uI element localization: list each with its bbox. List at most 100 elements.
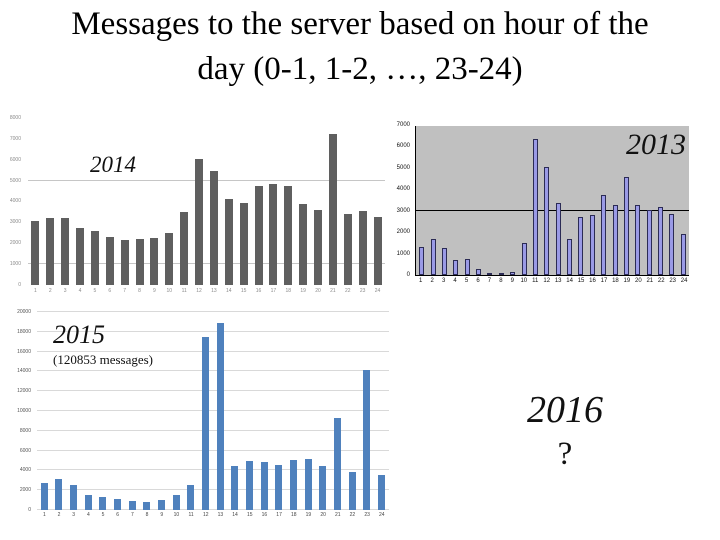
x-tick-label: 18 xyxy=(290,512,297,518)
x-tick-label: 8 xyxy=(499,278,503,284)
x-tick-label: 10 xyxy=(166,288,173,294)
bar xyxy=(224,199,233,285)
bar xyxy=(84,495,92,510)
bar xyxy=(612,205,618,275)
x-tick-label: 21 xyxy=(330,288,336,294)
x-tick-label: 19 xyxy=(300,288,306,294)
bar xyxy=(254,186,263,285)
x-tick-label: 3 xyxy=(441,278,446,284)
bar xyxy=(669,214,675,275)
x-tick-label: 7 xyxy=(123,288,127,294)
x-tick-label: 20 xyxy=(315,288,321,294)
bar xyxy=(578,217,584,275)
bar xyxy=(532,139,538,275)
x-tick-label: 19 xyxy=(305,512,312,518)
x-tick-label: 13 xyxy=(554,278,562,284)
x-tick-label: 11 xyxy=(181,288,187,294)
x-tick-label: 10 xyxy=(173,512,180,518)
bar xyxy=(76,228,85,285)
y-tick-label: 20000 xyxy=(17,309,31,315)
x-tick-label: 5 xyxy=(101,512,105,518)
bar xyxy=(209,171,218,285)
chart-2015-x-axis-labels: 1 2 3 4 5 6 7 8 9 10 11 12 13 14 15 16 17 18 19 20 21 22 23 24 xyxy=(37,512,389,518)
x-tick-label: 2 xyxy=(430,278,434,284)
y-tick-label: 6000 xyxy=(19,448,31,454)
x-tick-label: 17 xyxy=(600,278,608,284)
x-tick-label: 6 xyxy=(108,288,112,294)
x-tick-label: 12 xyxy=(543,278,551,284)
bar xyxy=(135,239,144,285)
x-tick-label: 12 xyxy=(202,512,209,518)
x-tick-label: 4 xyxy=(453,278,457,284)
y-tick-label: 4000 xyxy=(9,198,21,204)
x-tick-label: 17 xyxy=(276,512,282,518)
chart-2015-title: 2015 xyxy=(53,320,105,349)
x-tick-label: 1 xyxy=(34,288,37,294)
x-tick-label: 13 xyxy=(217,512,224,518)
gridline xyxy=(37,509,389,510)
y-tick-label: 10000 xyxy=(17,408,31,414)
chart-2015: 0 2000 4000 6000 8000 10000 12000 14000 16000 180… xyxy=(10,302,392,524)
gridline xyxy=(28,180,385,181)
bar xyxy=(55,479,63,510)
chart-2015-subtitle: (120853 messages) xyxy=(53,352,154,367)
x-tick-label: 1 xyxy=(42,512,46,518)
bar xyxy=(635,205,641,275)
y-tick-label: 6000 xyxy=(396,143,410,149)
bar xyxy=(70,485,78,510)
bar xyxy=(377,475,385,510)
chart-2014-y-axis-labels: 0 1000 2000 3000 4000 5000 6000 7000 8000 xyxy=(0,115,24,288)
bar xyxy=(453,260,459,275)
chart-2013-x-axis-labels: 1 2 3 4 5 6 7 8 9 10 11 12 13 14 15 16 17 18 19 20 21 22 23 24 xyxy=(415,278,690,284)
bar xyxy=(120,240,129,285)
bar xyxy=(623,177,629,275)
gridline xyxy=(37,450,389,451)
bar xyxy=(260,462,268,510)
reference-line xyxy=(416,210,689,211)
x-tick-label: 19 xyxy=(623,278,631,284)
page-title-line1: Messages to the server based on hour of … xyxy=(71,6,649,42)
bar xyxy=(239,203,248,285)
chart-2014-plot-area xyxy=(28,118,385,285)
y-tick-label: 2000 xyxy=(396,229,410,235)
x-tick-label: 24 xyxy=(374,288,381,294)
x-tick-label: 5 xyxy=(93,288,97,294)
x-tick-label: 2 xyxy=(57,512,61,518)
bar xyxy=(105,237,114,285)
x-tick-label: 16 xyxy=(261,512,268,518)
x-tick-label: 9 xyxy=(153,288,156,294)
x-tick-label: 7 xyxy=(130,512,134,518)
bar xyxy=(114,499,122,510)
x-tick-label: 21 xyxy=(646,278,654,284)
bar xyxy=(99,497,107,510)
bar xyxy=(180,212,189,285)
bar xyxy=(646,210,652,275)
x-tick-label: 15 xyxy=(577,278,585,284)
y-tick-label: 6000 xyxy=(9,157,21,163)
bar xyxy=(46,218,55,285)
y-tick-label: 16000 xyxy=(17,349,31,355)
gridline xyxy=(37,430,389,431)
future-question-mark: ? xyxy=(557,435,573,472)
bar xyxy=(299,204,308,285)
x-tick-label: 24 xyxy=(680,278,688,284)
chart-2013-title: 2013 xyxy=(626,128,686,161)
x-tick-label: 15 xyxy=(246,512,253,518)
page-title-line2: day (0-1, 1-2, …, 23-24) xyxy=(197,50,523,87)
gridline xyxy=(37,469,389,470)
bar xyxy=(363,370,371,510)
bar xyxy=(510,272,516,275)
x-tick-label: 11 xyxy=(532,278,539,284)
x-tick-label: 23 xyxy=(669,278,677,284)
bar xyxy=(373,217,382,285)
gridline xyxy=(37,489,389,490)
bar xyxy=(430,239,436,275)
x-tick-label: 17 xyxy=(270,288,277,294)
chart-2015-plot-area xyxy=(37,311,389,510)
x-tick-label: 22 xyxy=(657,278,665,284)
chart-2013-y-axis-labels: 0 1000 2000 3000 4000 5000 6000 7000 xyxy=(388,122,413,278)
bar xyxy=(333,418,341,510)
bar xyxy=(589,215,595,275)
future-year-block: 2016 ? xyxy=(498,389,632,472)
x-tick-label: 10 xyxy=(520,278,528,284)
